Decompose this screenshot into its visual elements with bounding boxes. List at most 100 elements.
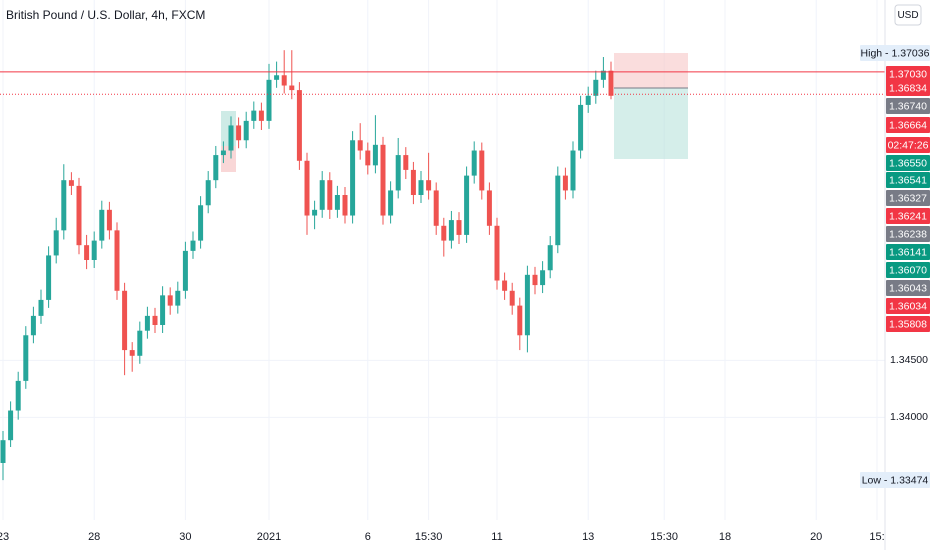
price-badge-label: 1.36834	[889, 82, 927, 94]
price-badge	[886, 280, 930, 296]
candle-body	[38, 299, 44, 316]
candle-body	[8, 410, 14, 441]
x-tick-label: 15:30	[415, 531, 443, 543]
candle-body	[562, 175, 568, 191]
candle-body	[486, 190, 492, 226]
candle-body	[91, 240, 97, 260]
price-badge	[886, 298, 930, 314]
x-tick-label: 11	[491, 531, 502, 543]
price-badge	[886, 80, 930, 96]
currency-label[interactable]: USD	[897, 10, 918, 21]
axis-labels: 1.34500 1.34000 23 28 30 2021 6 15:30 11 13 15:30 1…	[0, 45, 930, 543]
candle-body	[441, 225, 447, 241]
candle-body	[228, 125, 234, 151]
price-badge-label: 1.36070	[889, 264, 927, 276]
candle-body	[372, 144, 378, 166]
candle-body	[15, 380, 21, 411]
candle-body	[175, 290, 181, 306]
candle-body	[509, 290, 515, 306]
price-badge-label: 1.37030	[889, 68, 927, 80]
candle-body	[540, 270, 546, 286]
candle-body	[426, 180, 432, 191]
x-tick-label: 15:	[869, 531, 884, 543]
candle-body	[243, 120, 249, 141]
candle-body	[365, 150, 371, 166]
candle-body	[585, 95, 591, 105]
candle-body	[61, 180, 67, 231]
price-badge	[860, 45, 930, 61]
candle-body	[114, 230, 120, 291]
candle-body	[281, 75, 287, 86]
candle-body	[532, 274, 538, 286]
price-badge-label: 1.36238	[889, 228, 927, 240]
candle-body	[517, 305, 523, 336]
price-badge-label: 1.35808	[889, 318, 927, 330]
candle-body	[342, 195, 348, 216]
price-badge-label: 1.36141	[889, 246, 927, 258]
candle-body	[471, 150, 477, 176]
candle-body	[213, 155, 219, 181]
price-badge	[860, 472, 930, 488]
candle-body	[327, 180, 333, 210]
candle-body	[190, 240, 196, 251]
candles	[0, 50, 614, 481]
price-badge	[886, 208, 930, 224]
price-badge	[886, 137, 930, 153]
candle-body	[418, 180, 424, 195]
price-badge-label: 1.36550	[889, 157, 927, 169]
candle-body	[448, 220, 454, 241]
x-tick-label: 2021	[257, 531, 281, 543]
candle-body	[304, 160, 310, 216]
candle-body	[182, 250, 188, 291]
candle-body	[547, 245, 553, 271]
candle-body	[160, 295, 166, 325]
overlay	[0, 71, 885, 95]
x-tick-label: 30	[179, 531, 191, 543]
price-badge-label: 1.36664	[889, 119, 927, 131]
price-badge-label: 02:47:26	[888, 139, 929, 151]
candle-body	[494, 225, 500, 281]
x-tick-label: 6	[365, 531, 371, 543]
candle-body	[334, 195, 340, 210]
x-tick-label: 20	[810, 531, 822, 543]
price-badge	[886, 316, 930, 332]
candle-body	[129, 350, 135, 356]
price-badge-label: 1.36043	[889, 282, 927, 294]
candle-body	[251, 110, 257, 121]
price-badge	[886, 98, 930, 114]
candle-body	[380, 144, 386, 216]
currency-button[interactable]	[894, 4, 922, 26]
candle-body	[0, 440, 6, 463]
candle-body	[122, 290, 128, 351]
price-badge	[886, 66, 930, 82]
candle-body	[30, 315, 36, 336]
price-badge-label: 1.36327	[889, 192, 927, 204]
candle-body	[266, 79, 272, 121]
candle-body	[296, 90, 302, 161]
candle-body	[395, 155, 401, 191]
candle-body	[236, 125, 242, 141]
price-badge	[886, 190, 930, 206]
candle-body	[593, 79, 599, 96]
candle-body	[289, 85, 295, 91]
candle-body	[464, 175, 470, 235]
candle-body	[388, 190, 394, 216]
candle-body	[198, 205, 204, 241]
candle-body	[23, 335, 29, 381]
candle-body	[312, 209, 318, 216]
target-zone	[614, 88, 688, 159]
candle-body	[357, 140, 363, 151]
price-badge	[886, 155, 930, 171]
candle-body	[524, 274, 530, 336]
candle-body	[167, 295, 173, 306]
candle-body	[319, 180, 325, 210]
x-tick-label: 15:30	[650, 531, 678, 543]
candle-body	[274, 75, 280, 80]
candle-body	[600, 70, 606, 80]
stop-zone	[614, 53, 688, 88]
candle-body	[410, 169, 416, 195]
x-tick-label: 18	[719, 531, 731, 543]
